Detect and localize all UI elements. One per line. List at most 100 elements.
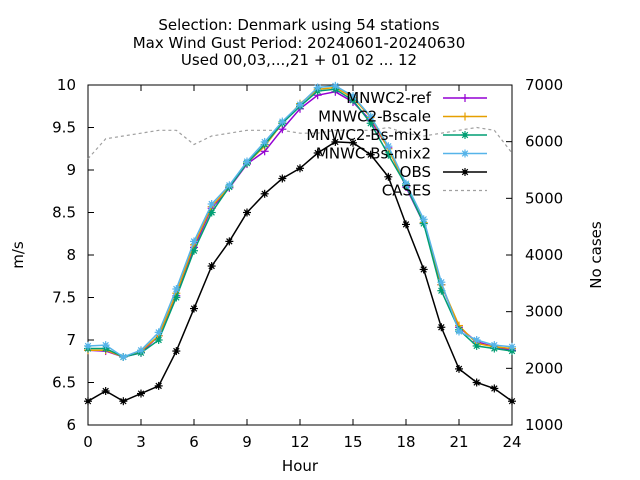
- x-tick-label: 15: [343, 433, 362, 451]
- x-axis-label: Hour: [282, 457, 319, 475]
- data-point: [190, 246, 198, 255]
- y-tick-label: 9.5: [52, 119, 76, 137]
- y2-tick-label: 1000: [525, 416, 563, 434]
- series-mnwc2-bs-mix1: [84, 85, 516, 361]
- x-tick-label: 12: [290, 433, 309, 451]
- y2-tick-label: 4000: [525, 246, 563, 264]
- data-point: [243, 157, 251, 166]
- y-tick-label: 10: [57, 76, 76, 94]
- data-point: [366, 150, 375, 159]
- data-point: [154, 328, 163, 337]
- data-point: [349, 92, 357, 101]
- y-tick-label: 8: [66, 246, 76, 264]
- data-point: [225, 181, 234, 190]
- data-point: [402, 179, 410, 188]
- data-point: [260, 137, 269, 146]
- data-point: [331, 81, 340, 90]
- data-point: [84, 397, 92, 406]
- data-point: [154, 336, 163, 344]
- legend-marker: [461, 131, 469, 139]
- data-point: [154, 381, 163, 390]
- data-point: [313, 83, 322, 92]
- data-point: [225, 237, 234, 246]
- data-point: [472, 336, 481, 344]
- chart-title: Selection: Denmark using 54 stations Max…: [133, 16, 466, 69]
- data-point: [508, 397, 516, 406]
- y2-tick-label: 2000: [525, 359, 563, 377]
- data-point: [119, 397, 128, 406]
- data-point: [490, 341, 499, 350]
- legend-label: MNWC2-ref: [346, 89, 431, 107]
- series-cases: [87, 126, 513, 160]
- data-point: [313, 149, 322, 157]
- y2-tick-label: 6000: [525, 133, 563, 151]
- data-point: [172, 285, 181, 293]
- title-line-1: Selection: Denmark using 54 stations: [158, 16, 439, 34]
- data-point: [384, 142, 393, 151]
- legend-item: CASES: [382, 182, 487, 200]
- data-point: [207, 200, 216, 208]
- data-point: [384, 172, 393, 181]
- data-point: [419, 215, 428, 224]
- title-line-3: Used 00,03,...,21 + 01 02 ... 12: [181, 51, 417, 69]
- legend-item: MNWC2-ref: [346, 89, 487, 107]
- legend-item: MNWC2-Bscale: [318, 108, 487, 126]
- data-point: [207, 262, 216, 271]
- data-point: [260, 189, 269, 198]
- x-tick-label: 24: [502, 433, 521, 451]
- data-point: [190, 237, 198, 246]
- data-point: [278, 117, 287, 126]
- legend-label: MNWC2-Bscale: [318, 108, 431, 126]
- y-tick-label: 9: [66, 161, 76, 179]
- y-tick-label: 7: [66, 331, 76, 349]
- data-point: [472, 378, 481, 387]
- legend-marker: [461, 168, 469, 176]
- data-point: [455, 364, 463, 373]
- series-mnwc-bs-mix2: [84, 81, 516, 361]
- y-tick-label: 6: [66, 416, 76, 434]
- data-point: [366, 112, 375, 121]
- legend-label: MNWC-Bs-mix2: [316, 145, 431, 163]
- series-line: [87, 126, 513, 160]
- x-tick-label: 3: [136, 433, 146, 451]
- data-point: [349, 138, 357, 147]
- x-tick-label: 0: [83, 433, 93, 451]
- y-tick-label: 6.5: [52, 374, 76, 392]
- x-tick-label: 6: [189, 433, 199, 451]
- series-mnwc2-ref: [84, 87, 516, 361]
- data-point: [172, 293, 181, 302]
- data-point: [296, 164, 304, 173]
- legend: MNWC2-refMNWC2-BscaleMNWC2-Bs-mix1MNWC-B…: [306, 89, 487, 200]
- data-point: [508, 342, 516, 351]
- data-point: [278, 174, 287, 183]
- series-line: [88, 88, 513, 358]
- series-line: [88, 86, 513, 358]
- data-point: [119, 353, 128, 361]
- x-tick-label: 18: [396, 433, 415, 451]
- x-tick-label: 9: [242, 433, 252, 451]
- series-line: [87, 141, 513, 403]
- y2-tick-label: 3000: [525, 303, 563, 321]
- series-mnwc2-bscale: [84, 83, 516, 361]
- data-point: [101, 387, 110, 395]
- title-line-2: Max Wind Gust Period: 20240601-20240630: [133, 34, 466, 52]
- y-tick-label: 8.5: [52, 204, 76, 222]
- data-point: [101, 341, 110, 350]
- data-point: [384, 150, 393, 159]
- legend-item: MNWC-Bs-mix2: [316, 145, 487, 163]
- legend-item: OBS: [400, 163, 487, 181]
- data-point: [207, 208, 216, 217]
- data-point: [137, 389, 145, 398]
- legend-marker: [461, 94, 469, 102]
- data-point: [437, 323, 446, 332]
- data-point: [455, 327, 463, 336]
- legend-label: CASES: [382, 182, 431, 200]
- series-line: [87, 85, 513, 358]
- data-point: [243, 208, 251, 217]
- legend-item: MNWC2-Bs-mix1: [306, 126, 487, 144]
- x-tick-label: 21: [449, 433, 468, 451]
- legend-label: OBS: [400, 163, 431, 181]
- legend-marker: [461, 149, 469, 158]
- y-axis-label: m/s: [9, 241, 27, 269]
